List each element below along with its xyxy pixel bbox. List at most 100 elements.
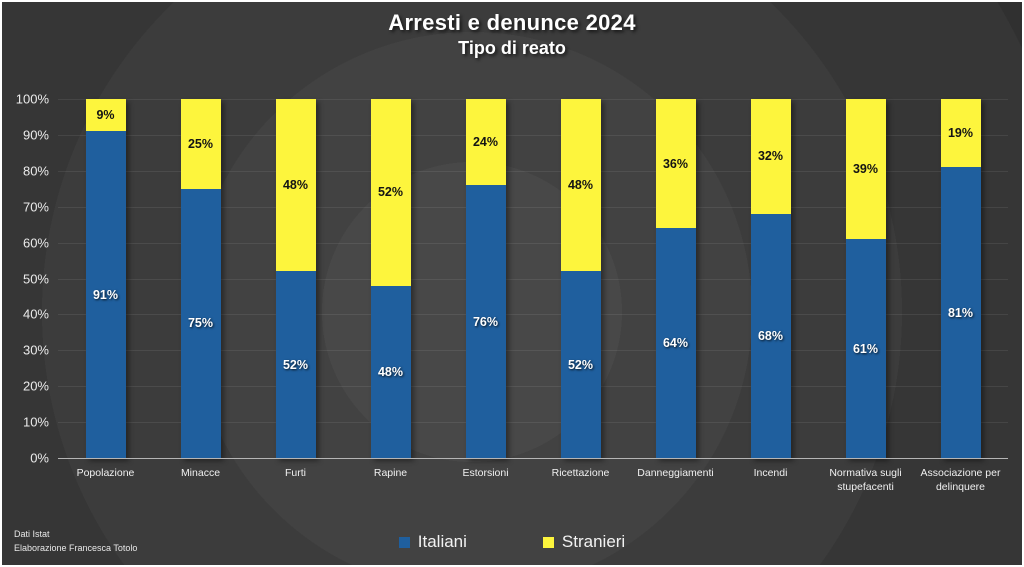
stacked-bar: 32% 68% — [750, 99, 791, 458]
y-axis-label: 80% — [22, 163, 49, 179]
x-axis-label: Ricettazione — [551, 467, 610, 479]
segment-value-label: 39% — [852, 162, 879, 177]
bar-segment-italiani: 76% — [465, 185, 506, 458]
stacked-bar: 36% 64% — [655, 99, 696, 458]
legend-swatch-italiani — [398, 536, 410, 548]
gridline — [58, 278, 1008, 280]
stacked-bar: 48% 52% — [275, 99, 316, 458]
segment-value-label: 81% — [947, 305, 974, 320]
segment-value-label: 9% — [96, 108, 115, 123]
y-axis-label: 40% — [22, 306, 49, 322]
segment-value-label: 52% — [377, 185, 404, 200]
x-axis-label: Associazione per delinquere — [920, 467, 1001, 493]
legend-swatch-stranieri — [542, 536, 554, 548]
segment-value-label: 19% — [947, 126, 974, 141]
x-axis-label: Minacce — [180, 467, 221, 479]
bar-segment-stranieri: 52% — [370, 99, 411, 286]
chart-subtitle: Tipo di reato — [458, 38, 566, 58]
source-line-1: Dati Istat — [14, 529, 50, 540]
segment-value-label: 76% — [472, 314, 499, 329]
bar-series: 9% 91% 25% 75% 48% 52% 52% 48% 24% 76% 48% 52% 36% 64… — [58, 99, 1008, 458]
legend-item-italiani: Italiani — [398, 532, 467, 552]
bar-segment-stranieri: 39% — [845, 99, 886, 240]
gridline — [58, 99, 1008, 100]
segment-value-label: 36% — [662, 156, 689, 171]
gridline — [58, 422, 1008, 424]
stacked-bar: 19% 81% — [940, 99, 981, 458]
gridline — [58, 170, 1008, 172]
segment-value-label: 52% — [282, 357, 309, 372]
stacked-bar: 39% 61% — [845, 99, 886, 458]
bar-slot: 39% 61% — [818, 99, 913, 458]
legend-label: Italiani — [417, 532, 467, 551]
y-axis-label: 100% — [15, 91, 49, 107]
segment-value-label: 25% — [187, 136, 214, 151]
stacked-bar: 24% 76% — [465, 99, 506, 458]
bar-slot: 48% 52% — [533, 99, 628, 458]
stacked-bar: 48% 52% — [560, 99, 601, 458]
y-axis-label: 70% — [22, 199, 49, 215]
stacked-bar: 9% 91% — [85, 99, 126, 458]
gridline — [58, 242, 1008, 244]
x-axis-label: Estorsioni — [462, 467, 509, 479]
y-axis-label: 10% — [22, 414, 49, 430]
bar-segment-italiani: 48% — [370, 285, 411, 458]
bar-segment-stranieri: 32% — [750, 99, 791, 214]
x-axis-label: Normativa sugli stupefacenti — [829, 467, 902, 493]
segment-value-label: 24% — [472, 135, 499, 150]
y-axis-label: 90% — [22, 127, 49, 143]
bar-segment-stranieri: 25% — [180, 99, 221, 189]
x-axis-label: Rapine — [373, 467, 408, 479]
legend: Italiani Stranieri — [2, 532, 1022, 552]
bar-slot: 52% 48% — [343, 99, 438, 458]
stacked-bar: 25% 75% — [180, 99, 221, 458]
x-axis-label: Danneggiamenti — [637, 467, 714, 479]
x-axis-line — [58, 458, 1008, 459]
segment-value-label: 75% — [187, 316, 214, 331]
plot-area: 0% 10% 20% 30% 40% 50% 60% 70% 80% 90% 100% 9% 91% 2… — [16, 92, 1008, 493]
bar-slot: 36% 64% — [628, 99, 723, 458]
gridline — [58, 314, 1008, 316]
bar-segment-italiani: 64% — [655, 228, 696, 458]
bar-segment-stranieri: 24% — [465, 99, 506, 186]
segment-value-label: 48% — [567, 178, 594, 193]
segment-value-label: 61% — [852, 341, 879, 356]
gridline — [58, 386, 1008, 388]
segment-value-label: 32% — [757, 149, 784, 164]
x-axis-labels: Popolazione Minacce Furti Rapine Estorsioni R… — [58, 467, 1008, 494]
bar-segment-italiani: 52% — [275, 271, 316, 458]
bar-segment-italiani: 91% — [85, 131, 126, 458]
x-axis-label: Furti — [285, 467, 306, 479]
legend-label: Stranieri — [561, 532, 626, 551]
bar-slot: 19% 81% — [913, 99, 1008, 458]
bar-segment-italiani: 68% — [750, 213, 791, 458]
segment-value-label: 68% — [757, 328, 784, 343]
bar-segment-italiani: 61% — [845, 239, 886, 458]
bar-segment-italiani: 52% — [560, 271, 601, 458]
bar-segment-stranieri: 48% — [275, 99, 316, 272]
y-axis-label: 50% — [22, 271, 49, 286]
segment-value-label: 48% — [377, 364, 404, 379]
bar-slot: 24% 76% — [438, 99, 533, 458]
bar-segment-stranieri: 36% — [655, 99, 696, 229]
y-axis-label: 0% — [30, 450, 49, 466]
segment-value-label: 91% — [92, 287, 119, 302]
segment-value-label: 64% — [662, 336, 689, 351]
y-axis-label: 20% — [22, 378, 49, 394]
gridline — [58, 134, 1008, 136]
bar-segment-italiani: 75% — [180, 188, 221, 458]
x-axis-label: Incendi — [753, 467, 788, 479]
stacked-bar: 52% 48% — [370, 99, 411, 458]
x-axis-label: Popolazione — [76, 467, 135, 479]
title-block: Arresti e denunce 2024 Tipo di reato — [2, 10, 1022, 59]
y-axis-label: 60% — [22, 235, 49, 251]
bar-slot: 25% 75% — [153, 99, 248, 458]
bar-segment-stranieri: 48% — [560, 99, 601, 272]
source-credits: Dati Istat Elaborazione Francesca Totolo — [14, 528, 137, 556]
bar-slot: 9% 91% — [58, 99, 153, 458]
bar-slot: 32% 68% — [723, 99, 818, 458]
segment-value-label: 48% — [282, 178, 309, 193]
bar-segment-stranieri: 19% — [940, 99, 981, 168]
legend-item-stranieri: Stranieri — [542, 532, 626, 552]
